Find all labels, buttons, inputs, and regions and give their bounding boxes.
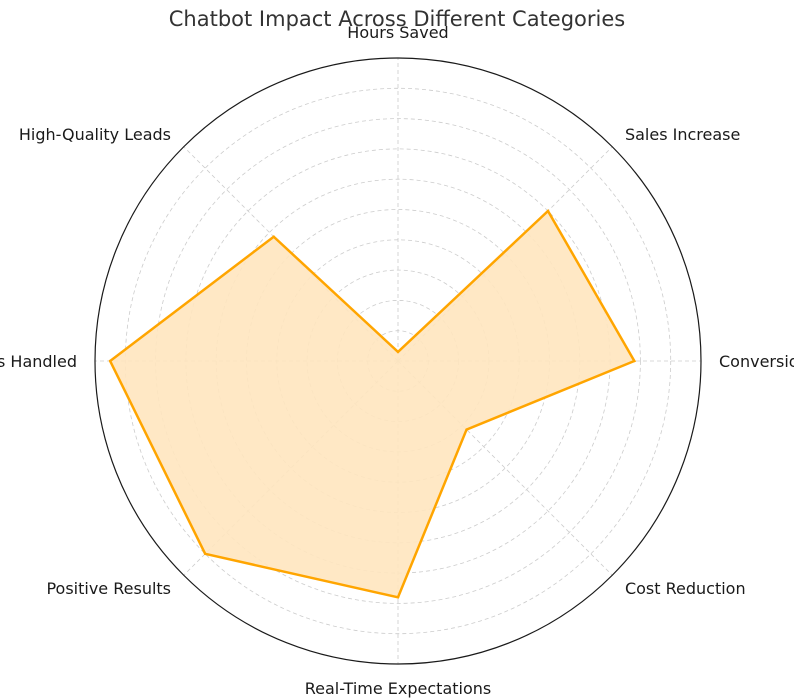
category-label: Conversion Rate (719, 352, 794, 371)
data-point (465, 428, 468, 431)
data-point (633, 359, 636, 363)
category-labels: Conversion Rate Sales Increase Hours Saved… (0, 23, 794, 698)
data-point (396, 350, 400, 354)
data-point (546, 209, 550, 213)
category-label: Positive Results (46, 579, 171, 598)
category-label: Hours Saved (347, 23, 448, 42)
data-point (108, 359, 112, 363)
data-point (396, 596, 400, 599)
radar-data (108, 209, 637, 599)
grid-ring (155, 118, 641, 604)
category-label: Queries Handled (0, 352, 77, 371)
series-area (110, 211, 635, 598)
category-label: Sales Increase (625, 125, 740, 144)
category-label: Cost Reduction (625, 579, 746, 598)
chart-title: Chatbot Impact Across Different Categori… (169, 7, 625, 31)
data-point (272, 235, 275, 238)
outer-frame (94, 57, 702, 665)
category-label: Real-Time Expectations (305, 679, 491, 698)
data-point (203, 552, 207, 556)
category-label: High-Quality Leads (19, 125, 171, 144)
